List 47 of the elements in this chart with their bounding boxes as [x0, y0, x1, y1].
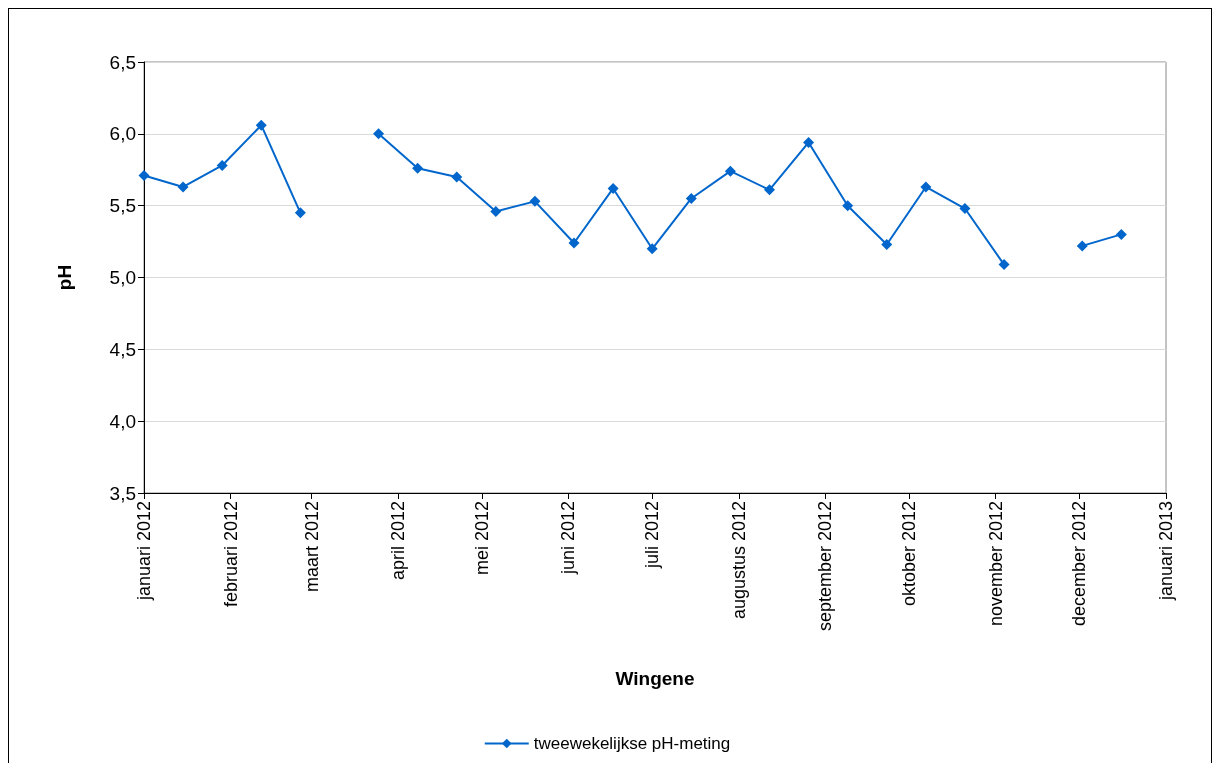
- point: [529, 195, 541, 207]
- point: [1076, 240, 1088, 252]
- x-tick-label: januari 2012: [134, 501, 154, 602]
- x-tick-label: februari 2012: [220, 501, 241, 608]
- point: [451, 171, 463, 183]
- point: [646, 243, 658, 255]
- x-axis-title: Wingene: [615, 668, 695, 689]
- point: [490, 205, 502, 217]
- x-tick-label: juli 2012: [642, 501, 663, 570]
- point: [842, 200, 854, 212]
- y-tick-label: 4,5: [109, 338, 136, 360]
- point: [294, 207, 306, 219]
- point: [998, 259, 1010, 271]
- y-axis-title: pH: [54, 264, 75, 291]
- point: [959, 203, 971, 215]
- point: [920, 181, 932, 193]
- x-tick-label: mei 2012: [471, 501, 492, 576]
- y-tick-label: 5,0: [109, 267, 136, 288]
- point: [607, 182, 619, 194]
- point: [568, 237, 580, 249]
- y-tick-label: 4,0: [109, 410, 136, 432]
- y-tick-label: 3,5: [109, 482, 136, 504]
- x-tick-label: augustus 2012: [728, 501, 749, 620]
- point: [412, 162, 424, 174]
- y-tick-label: 6,5: [109, 51, 136, 73]
- point: [1115, 228, 1127, 240]
- x-tick-label: maart 2012: [301, 501, 322, 593]
- point: [255, 119, 267, 131]
- point: [177, 181, 189, 193]
- point: [763, 184, 775, 196]
- x-tick-label: april 2012: [388, 501, 409, 581]
- point: [138, 170, 150, 181]
- point: [724, 165, 736, 177]
- point: [216, 159, 228, 171]
- point: [803, 136, 815, 148]
- x-tick-label: oktober 2012: [899, 501, 920, 607]
- point: [373, 128, 385, 140]
- y-tick-label: 5,5: [109, 195, 136, 217]
- x-tick-label: juni 2012: [558, 501, 579, 576]
- point: [881, 238, 893, 250]
- point: [685, 192, 697, 204]
- x-tick-label: januari 2013: [1156, 501, 1176, 602]
- x-tick-label: september 2012: [815, 501, 836, 632]
- x-tick-label: december 2012: [1069, 501, 1090, 627]
- x-tick-label: november 2012: [985, 501, 1006, 627]
- y-tick-label: 6,0: [109, 123, 136, 145]
- legend-label: tweewekelijkse pH-meting: [533, 734, 731, 753]
